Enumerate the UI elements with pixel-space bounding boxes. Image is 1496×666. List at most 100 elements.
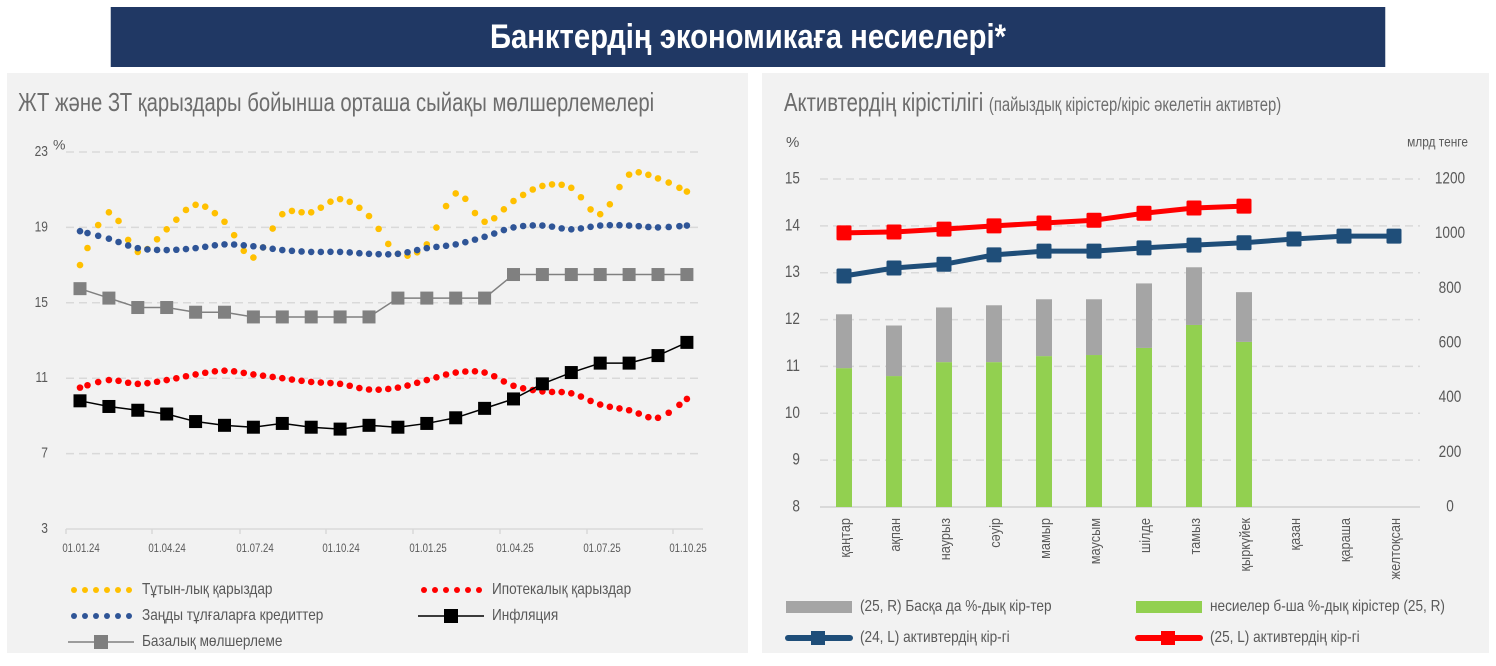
left-x-tick-label: 01.01.25	[409, 542, 446, 555]
legend-marker-shape	[71, 587, 77, 593]
right-y-left-tick-label: 8	[792, 497, 800, 516]
left-data-point	[356, 384, 363, 392]
left-data-point	[327, 248, 334, 256]
left-data-point	[510, 224, 517, 231]
left-data-point	[481, 218, 488, 226]
left-data-point	[462, 238, 469, 246]
left-data-point	[577, 225, 585, 232]
left-data-point	[471, 367, 479, 375]
left-data-point	[365, 250, 373, 258]
legend-marker-shape	[115, 613, 121, 619]
left-data-point	[587, 223, 594, 231]
left-data-point	[519, 191, 527, 199]
right-bar-stack	[1036, 299, 1052, 507]
left-data-point	[394, 250, 402, 258]
right-x-category-label: шілде	[1136, 518, 1153, 553]
legend-marker-shape	[94, 635, 108, 649]
legend-marker-shape	[1136, 601, 1202, 613]
left-data-point	[625, 406, 633, 414]
right-data-point	[1386, 228, 1402, 244]
left-data-point	[76, 384, 84, 391]
left-y-unit-label: %	[53, 137, 65, 153]
left-data-point	[535, 377, 549, 391]
left-data-point	[423, 376, 431, 384]
right-legend-item: (25, R) Басқа да %-дық кір-тер	[784, 598, 1085, 616]
right-bar-loans-interest	[1086, 355, 1102, 507]
left-data-point	[189, 415, 203, 429]
right-y-left-tick-label: 10	[785, 403, 800, 422]
left-data-point	[577, 193, 585, 201]
left-series-line	[79, 273, 687, 318]
left-data-point	[192, 201, 199, 209]
right-data-point	[1036, 243, 1052, 259]
left-data-point	[259, 244, 267, 251]
left-data-point	[94, 378, 102, 386]
right-y-right-tick-label: 1200	[1435, 169, 1465, 188]
left-data-point	[221, 241, 228, 248]
left-series-базалық-мөлшерлеме	[73, 268, 694, 324]
left-data-point	[124, 379, 132, 387]
left-data-point	[635, 169, 643, 176]
left-data-point	[211, 367, 219, 375]
left-data-point	[163, 225, 170, 233]
left-data-point	[625, 171, 633, 178]
left-data-point	[568, 225, 575, 233]
left-data-point	[269, 225, 276, 232]
left-y-tick-label: 15	[35, 294, 48, 311]
left-data-point	[384, 250, 392, 258]
right-series-2025-yield	[836, 198, 1252, 241]
left-data-point	[356, 249, 363, 257]
legend-marker-shape	[126, 587, 132, 593]
left-legend-item: Инфляция	[416, 607, 570, 625]
left-data-point	[558, 181, 565, 189]
left-data-point	[548, 223, 556, 230]
legend-marker-icon	[785, 631, 853, 645]
left-data-point	[478, 291, 492, 305]
left-legend-item: Тұтын-лық қарыздар	[66, 581, 295, 599]
left-x-tick-label: 01.10.24	[322, 542, 359, 555]
left-data-point	[548, 388, 556, 396]
left-data-point	[275, 416, 289, 430]
right-y-right-tick-label: 200	[1439, 442, 1462, 461]
legend-marker-icon	[68, 635, 134, 649]
left-x-tick-label: 01.10.25	[669, 542, 706, 555]
left-data-point	[230, 368, 238, 375]
left-data-point	[683, 395, 691, 403]
right-bar-other-interest	[1086, 299, 1102, 356]
legend-marker-shape	[811, 631, 825, 645]
left-data-point	[420, 291, 434, 305]
left-data-point	[529, 186, 537, 193]
left-data-point	[307, 248, 315, 256]
left-data-point	[94, 232, 102, 240]
legend-marker-shape	[465, 587, 471, 593]
left-data-point	[333, 310, 347, 324]
left-data-point	[356, 204, 363, 212]
left-data-point	[73, 282, 87, 296]
right-data-point	[1086, 243, 1102, 259]
right-bar-loans-interest	[886, 376, 902, 507]
left-data-point	[452, 190, 460, 197]
right-data-point	[1336, 228, 1352, 244]
right-bar-other-interest	[1036, 299, 1052, 357]
left-data-point	[246, 310, 260, 324]
right-data-point	[1236, 235, 1252, 251]
left-data-point	[622, 356, 636, 370]
left-data-point	[327, 198, 334, 206]
left-data-point	[481, 369, 488, 376]
left-data-point	[269, 373, 276, 381]
left-data-point	[676, 401, 683, 409]
left-data-point	[259, 372, 267, 379]
left-data-point	[250, 242, 257, 250]
left-data-point	[683, 222, 691, 229]
left-data-point	[124, 236, 132, 244]
right-bar-other-interest	[886, 325, 902, 377]
left-data-point	[173, 374, 180, 382]
left-data-point	[346, 382, 354, 390]
left-data-point	[365, 212, 373, 220]
left-data-point	[84, 381, 91, 389]
right-bar-stack	[936, 307, 952, 507]
right-y-left-tick-label: 14	[785, 216, 801, 235]
right-x-category-label: мамыр	[1036, 518, 1053, 559]
left-data-point	[654, 414, 662, 422]
